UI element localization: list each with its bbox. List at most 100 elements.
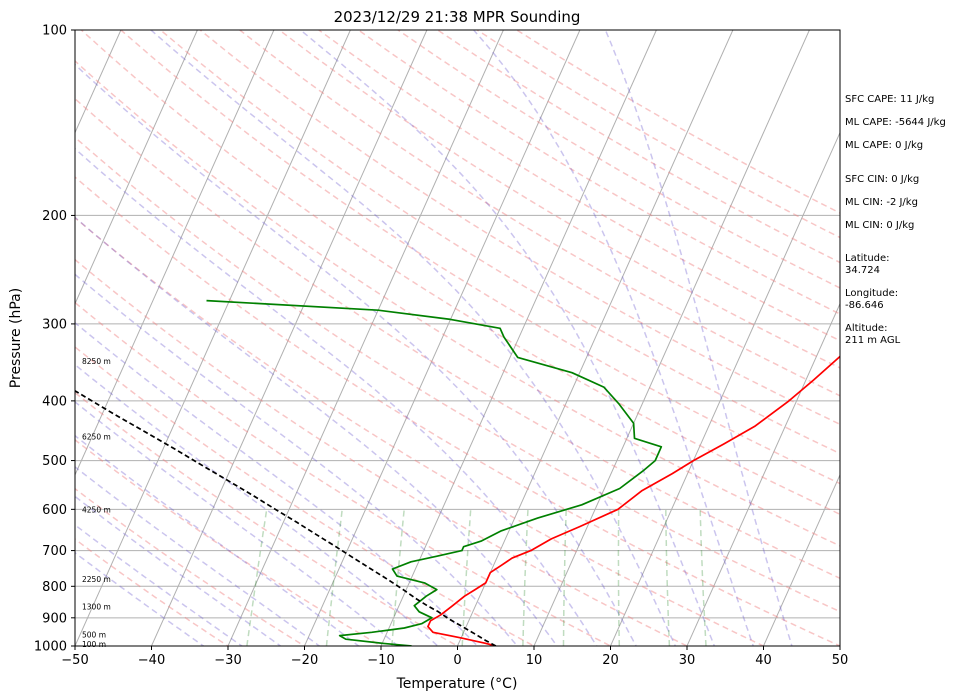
dry-adiabat xyxy=(239,30,840,397)
isotherm-line xyxy=(686,302,840,646)
moist-adiabat xyxy=(75,63,637,646)
moist-adiabat-layer xyxy=(75,30,793,646)
height-label: 6250 m xyxy=(82,433,111,442)
sfc-cin-text: SFC CIN: 0 J/kg xyxy=(845,174,919,185)
moist-adiabat xyxy=(75,551,205,646)
moist-adiabat xyxy=(75,465,321,646)
x-tick-label: 0 xyxy=(453,653,461,668)
moist-adiabat xyxy=(75,216,559,646)
dry-adiabat xyxy=(199,30,840,426)
height-label: 4250 m xyxy=(82,506,111,515)
moist-adiabat xyxy=(150,30,677,646)
x-axis: −50 −40 −30 −20 −10 0 10 20 30 40 50 xyxy=(61,646,848,668)
chart-title: 2023/12/29 21:38 MPR Sounding xyxy=(334,8,581,26)
altitude-value: 211 m AGL xyxy=(845,335,901,346)
y-tick-label: 100 xyxy=(42,24,67,39)
height-label: 8250 m xyxy=(82,357,111,366)
series-line-0 xyxy=(427,355,840,646)
isotherm-line xyxy=(610,131,840,646)
ml-cape-text-2: ML CAPE: 0 J/kg xyxy=(845,140,923,151)
isotherm-line xyxy=(227,30,504,646)
series-line-2 xyxy=(75,389,497,646)
moist-adiabat xyxy=(75,363,439,646)
height-label: 500 m xyxy=(82,631,106,640)
isotherm-layer xyxy=(75,30,840,646)
ml-cin-text-2: ML CIN: 0 J/kg xyxy=(845,220,914,231)
x-tick-label: −20 xyxy=(291,653,318,668)
dry-adiabat xyxy=(75,438,383,646)
x-tick-label: 40 xyxy=(755,653,772,668)
latitude-value: 34.724 xyxy=(845,265,880,276)
info-panel: SFC CAPE: 11 J/kg ML CAPE: -5644 J/kg ML… xyxy=(845,94,946,346)
y-tick-label: 200 xyxy=(42,209,67,224)
sfc-cape-text: SFC CAPE: 11 J/kg xyxy=(845,94,934,105)
y-tick-label: 800 xyxy=(42,580,67,595)
moist-adiabat xyxy=(75,434,360,646)
dry-adiabat xyxy=(357,30,840,315)
y-tick-label: 400 xyxy=(42,394,67,409)
moist-adiabat xyxy=(75,273,519,646)
dry-adiabat xyxy=(75,59,840,547)
height-label: 2250 m xyxy=(82,575,111,584)
x-tick-label: 10 xyxy=(526,653,543,668)
x-tick-label: −30 xyxy=(214,653,241,668)
y-tick-label: 600 xyxy=(42,503,67,518)
isotherm-line xyxy=(533,30,810,646)
moist-adiabat xyxy=(75,321,479,646)
grid-layer xyxy=(75,30,840,646)
longitude-label: Longitude: xyxy=(845,288,898,299)
dry-adiabat xyxy=(75,345,536,646)
isotherm-line xyxy=(457,30,734,646)
y-tick-label: 700 xyxy=(42,544,67,559)
mixing-ratio-line xyxy=(246,509,268,646)
x-tick-label: −10 xyxy=(367,653,394,668)
longitude-value: -86.646 xyxy=(845,300,884,311)
mixing-ratio-line xyxy=(325,509,343,646)
isotherm-line xyxy=(763,473,840,646)
dry-adiabat xyxy=(75,216,766,646)
y-tick-label: 1000 xyxy=(34,640,67,655)
moist-adiabat xyxy=(75,523,244,646)
y-tick-label: 900 xyxy=(42,611,67,626)
dry-adiabat xyxy=(75,136,840,613)
mixing-ratio-layer xyxy=(246,509,707,646)
moist-adiabat xyxy=(300,30,716,646)
dry-adiabat xyxy=(75,258,689,646)
moist-adiabat xyxy=(604,30,793,646)
series-line-1 xyxy=(206,299,663,646)
x-tick-label: −40 xyxy=(138,653,165,668)
series-layer xyxy=(75,299,840,646)
dry-adiabat-layer xyxy=(75,30,840,646)
x-tick-label: 50 xyxy=(832,653,849,668)
isotherm-line xyxy=(75,30,198,306)
x-tick-label: −50 xyxy=(61,653,88,668)
y-tick-label: 300 xyxy=(42,317,67,332)
dry-adiabat xyxy=(75,301,613,646)
altitude-label: Altitude: xyxy=(845,323,887,334)
isotherm-line xyxy=(380,30,657,646)
x-axis-label: Temperature (°C) xyxy=(396,676,518,692)
x-tick-label: 30 xyxy=(679,653,696,668)
height-label: 1300 m xyxy=(82,603,111,612)
y-axis-label: Pressure (hPa) xyxy=(8,288,24,388)
ml-cape-text: ML CAPE: -5644 J/kg xyxy=(845,117,946,128)
isotherm-line xyxy=(304,30,581,646)
y-axis: 100 200 300 400 500 600 700 800 900 1000 xyxy=(34,24,75,655)
ml-cin-text: ML CIN: -2 J/kg xyxy=(845,197,918,208)
isotherm-line xyxy=(75,30,275,477)
moist-adiabat xyxy=(75,495,282,646)
height-label: 100 m xyxy=(82,640,106,649)
dry-adiabat xyxy=(120,30,840,485)
isotherm-line xyxy=(151,30,428,646)
dry-adiabat xyxy=(318,30,840,342)
x-tick-label: 20 xyxy=(602,653,619,668)
moist-adiabat xyxy=(75,147,598,646)
latitude-label: Latitude: xyxy=(845,253,890,264)
moist-adiabat xyxy=(473,30,755,646)
dry-adiabat xyxy=(75,487,306,646)
isotherm-line xyxy=(75,30,351,646)
dry-adiabat xyxy=(75,176,840,646)
y-tick-label: 500 xyxy=(42,454,67,469)
